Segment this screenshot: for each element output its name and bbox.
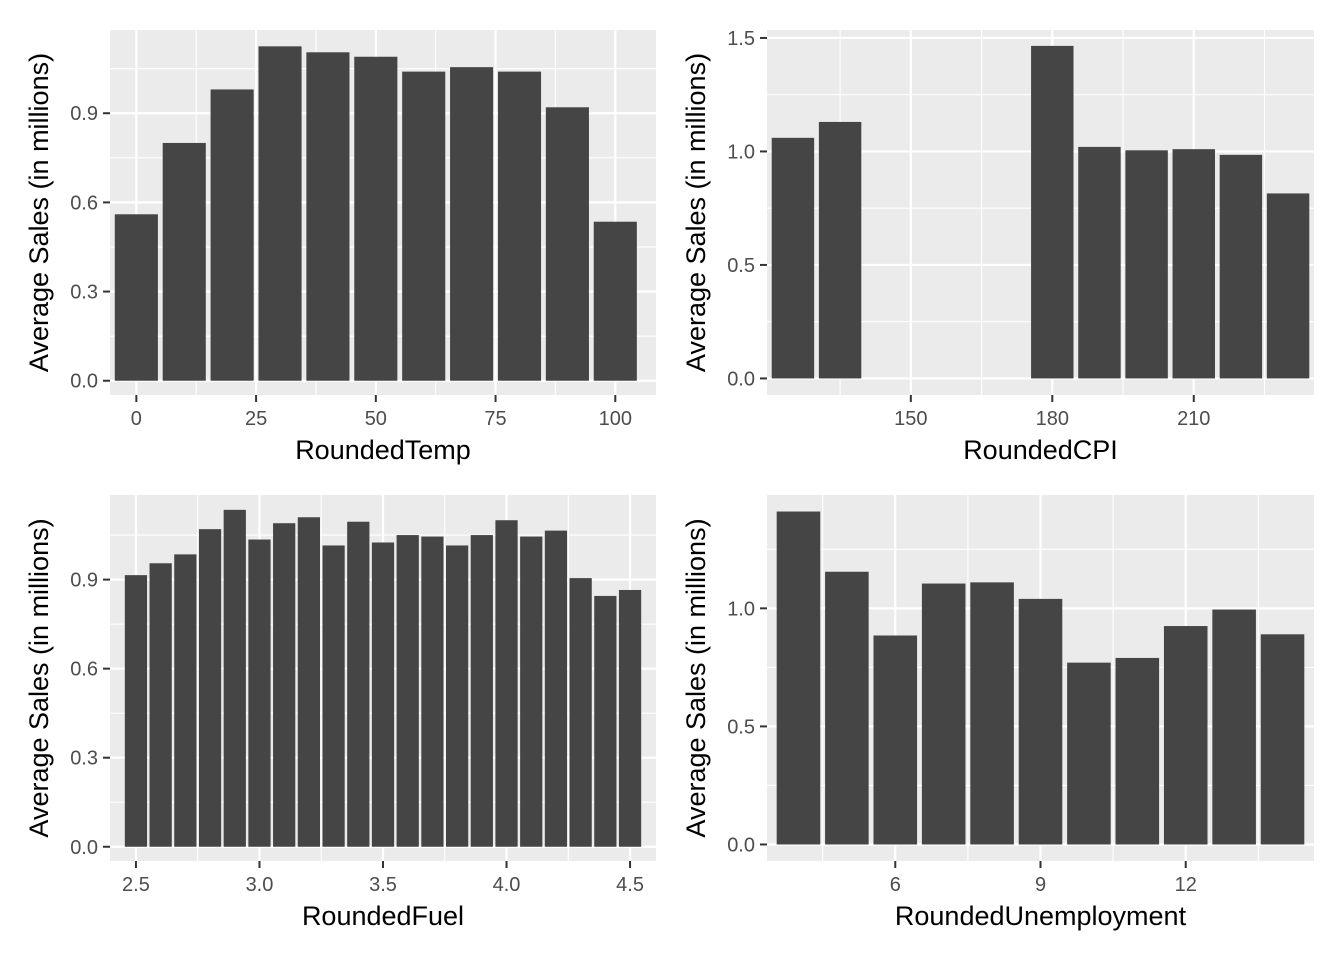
y-axis-title: Average Sales (in millions): [24, 53, 54, 372]
bar: [1125, 150, 1168, 379]
bar: [149, 563, 172, 847]
chart-panel-1: 0.0 0.3 0.6 0.9 0 25 50 75 100 RoundedTemp Average…: [24, 30, 656, 465]
x-tick-label: 9: [1035, 874, 1046, 896]
x-tick-label: 210: [1177, 408, 1210, 430]
bar: [593, 221, 637, 381]
x-tick-label: 3.5: [369, 874, 397, 896]
bar: [258, 46, 302, 381]
y-tick-label: 1.5: [727, 28, 755, 50]
y-tick-label: 0.3: [70, 748, 98, 770]
bar: [1212, 609, 1256, 845]
bar: [322, 545, 345, 847]
bar: [347, 521, 370, 847]
bar: [520, 536, 543, 847]
bar: [818, 121, 862, 379]
y-tick-label: 0.6: [70, 192, 98, 214]
bar: [921, 583, 966, 845]
bar: [1260, 634, 1305, 845]
bar: [470, 535, 493, 847]
bar: [1018, 598, 1063, 845]
y-tick-label: 0.0: [727, 834, 755, 856]
y-tick-label: 0.5: [727, 255, 755, 277]
x-axis-title: RoundedUnemployment: [895, 901, 1187, 931]
x-tick-label: 75: [484, 408, 506, 430]
bar: [210, 89, 254, 381]
bar: [771, 137, 815, 379]
x-tick-label: 0: [131, 408, 142, 430]
y-tick-label: 0.0: [70, 371, 98, 393]
chart-panel-3: 0.0 0.3 0.6 0.9 2.5 3.0 3.5 4.0 4.5 RoundedFuel Av…: [24, 495, 656, 931]
bar: [544, 530, 568, 847]
bar: [776, 511, 821, 845]
y-tick-label: 1.0: [727, 598, 755, 620]
bar: [1067, 662, 1111, 845]
bar: [873, 635, 918, 845]
y-tick-label: 0.9: [70, 570, 98, 592]
bar: [1219, 154, 1263, 379]
x-axis-title: RoundedFuel: [302, 901, 464, 931]
bar: [371, 542, 395, 847]
x-tick-label: 150: [894, 408, 927, 430]
bar: [402, 71, 446, 381]
bar: [495, 520, 518, 847]
x-tick-label: 4.0: [493, 874, 521, 896]
bar: [970, 582, 1014, 845]
x-tick-label: 25: [245, 408, 267, 430]
x-axis-title: RoundedCPI: [963, 435, 1118, 465]
bar: [618, 589, 642, 847]
bar: [1172, 149, 1215, 379]
bar: [114, 214, 158, 381]
y-tick-label: 0.0: [727, 368, 755, 390]
bar: [162, 142, 206, 381]
x-tick-label: 3.0: [246, 874, 274, 896]
y-axis-title: Average Sales (in millions): [681, 518, 711, 837]
bar: [421, 536, 444, 847]
bar: [354, 56, 398, 381]
bar: [297, 517, 320, 847]
x-tick-label: 180: [1036, 408, 1069, 430]
x-tick-label: 6: [890, 874, 901, 896]
bar: [1163, 626, 1208, 845]
y-tick-label: 0.9: [70, 103, 98, 125]
bar: [174, 554, 197, 847]
bar: [248, 539, 271, 847]
bar: [306, 52, 350, 381]
x-tick-label: 2.5: [122, 874, 150, 896]
bar: [1031, 45, 1074, 379]
x-tick-label: 50: [365, 408, 387, 430]
bar: [124, 575, 148, 847]
bar: [1115, 657, 1160, 845]
bar: [1266, 193, 1310, 379]
bar: [594, 595, 617, 847]
bar: [825, 571, 869, 845]
chart-panel-2: 0.0 0.5 1.0 1.5 150 180 210 RoundedCPI Average S…: [681, 28, 1314, 465]
bar: [569, 578, 592, 847]
bar: [446, 545, 469, 847]
y-tick-label: 0.3: [70, 282, 98, 304]
x-tick-label: 4.5: [616, 874, 644, 896]
x-tick-label: 12: [1175, 874, 1197, 896]
y-axis-title: Average Sales (in millions): [24, 518, 54, 837]
y-tick-label: 0.5: [727, 716, 755, 738]
bar: [223, 509, 246, 847]
bar: [273, 523, 296, 847]
bar: [497, 71, 542, 381]
y-tick-label: 0.6: [70, 659, 98, 681]
chart-panel-4: 0.0 0.5 1.0 6 9 12 RoundedUnemployment Average …: [681, 495, 1314, 931]
x-axis-title: RoundedTemp: [295, 435, 471, 465]
y-tick-label: 1.0: [727, 141, 755, 163]
x-tick-label: 100: [599, 408, 632, 430]
bar: [545, 107, 589, 381]
y-axis-title: Average Sales (in millions): [681, 53, 711, 372]
bar: [396, 535, 419, 847]
bar: [1078, 146, 1121, 379]
bar: [198, 529, 222, 847]
bar: [450, 67, 494, 381]
y-tick-label: 0.0: [70, 837, 98, 859]
